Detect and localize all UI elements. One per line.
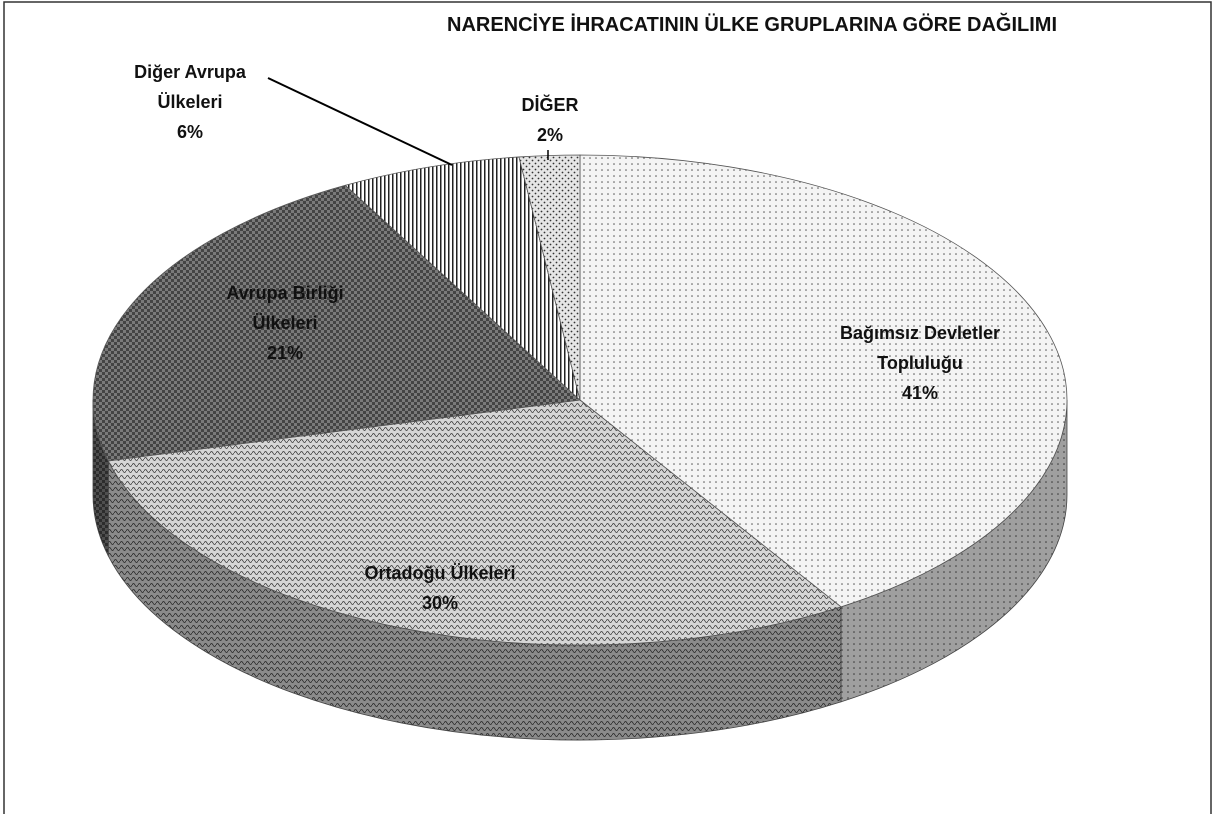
pie-slice — [344, 156, 581, 402]
value-label: 2% — [536, 125, 563, 145]
category-label: Diğer Avrupa Ülkeleri — [134, 62, 246, 112]
data-label: Ortadoğu Ülkeleri 30% — [310, 558, 570, 618]
pie-slice — [92, 184, 581, 462]
pie-slice — [107, 399, 842, 646]
leader-line — [267, 77, 453, 166]
data-label: Avrupa Birliği Ülkeleri 21% — [205, 278, 365, 368]
value-label: 21% — [266, 343, 304, 363]
frame — [3, 1, 1212, 814]
category-label: Avrupa Birliği Ülkeleri — [226, 283, 344, 333]
value-label: 6% — [176, 122, 203, 142]
chart-title: NARENCİYE İHRACATININ ÜLKE GRUPLARINA GÖ… — [447, 14, 1057, 36]
value-label: 41% — [901, 383, 939, 403]
category-label: DİĞER — [521, 95, 579, 115]
data-label: Diğer Avrupa Ülkeleri 6% — [115, 57, 265, 147]
category-label: Ortadoğu Ülkeleri — [364, 563, 516, 583]
pie-slice — [579, 154, 1068, 608]
value-label: 30% — [421, 593, 459, 613]
category-label: Bağımsız Devletler Topluluğu — [839, 323, 1001, 373]
pie-slice — [518, 154, 581, 401]
data-label: DİĞER 2% — [500, 90, 600, 150]
data-label: Bağımsız Devletler Topluluğu 41% — [810, 318, 1030, 408]
